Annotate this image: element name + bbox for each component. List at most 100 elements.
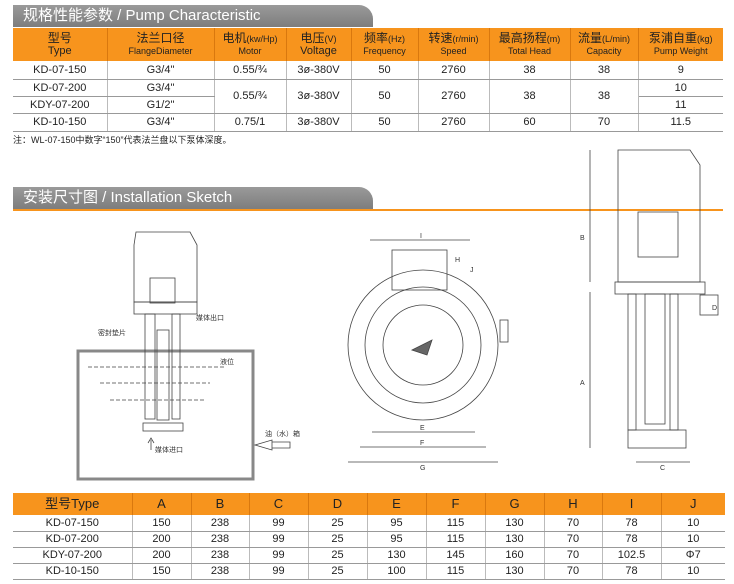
header-speed: 转速(r/min) Speed [418, 28, 490, 61]
cell: 99 [249, 563, 309, 580]
cell: G3/4" [107, 61, 215, 80]
cell: KD-10-150 [13, 563, 133, 580]
cell: 3ø-380V [286, 113, 352, 132]
cell: 99 [249, 547, 309, 564]
cell: 70 [544, 515, 603, 532]
header-f: F [426, 493, 486, 515]
header-h: H [544, 493, 603, 515]
header-g: G [485, 493, 545, 515]
cell: 95 [367, 531, 427, 548]
dimension-table: 型号Type A B C D E F G H I J KD-07-150 150 2… [13, 493, 725, 580]
header-weight: 泵浦自重(kg) Pump Weight [638, 28, 723, 61]
table-row: KD-07-200 200 238 99 25 95 115 130 70 78 10 [13, 531, 725, 548]
cell: 200 [132, 531, 192, 548]
cell: 238 [191, 563, 250, 580]
dim-a: A [580, 380, 585, 387]
cell: 70 [544, 547, 603, 564]
cell: 130 [485, 531, 545, 548]
header-c: C [249, 493, 309, 515]
cell: 115 [426, 563, 486, 580]
header-type: 型号Type [13, 493, 133, 515]
cell: 102.5 [602, 547, 662, 564]
table-row: KDY-07-200 200 238 99 25 130 145 160 70 102.5 Φ7 [13, 547, 725, 564]
table-row: KD-10-150 G3/4" 0.75/1 3ø-380V 50 2760 6… [13, 113, 723, 132]
cell: 238 [191, 515, 250, 532]
section-divider [13, 209, 723, 211]
installation-sketch: 媒体出口 密封垫片 液位 油（水）箱 媒体进口 I J H E F G B A … [76, 149, 719, 481]
dim-e: E [420, 425, 425, 432]
cell: 25 [308, 547, 368, 564]
label-inlet: 媒体进口 [155, 445, 183, 454]
cell: G3/4" [107, 79, 215, 97]
cell: KDY-07-200 [13, 547, 133, 564]
header-motor: 电机(kw/Hp) Motor [214, 28, 287, 61]
header-voltage: 电压(V) Voltage [286, 28, 352, 61]
cell: 50 [351, 79, 419, 114]
cell: 70 [570, 113, 639, 132]
cell: G1/2" [107, 96, 215, 114]
cell: 25 [308, 531, 368, 548]
cell: 78 [602, 563, 662, 580]
cell: 50 [351, 61, 419, 80]
cell: 130 [485, 515, 545, 532]
label-level: 液位 [220, 357, 234, 366]
label-tank: 油（水）箱 [265, 429, 300, 438]
cell: 78 [602, 531, 662, 548]
cell: 238 [191, 547, 250, 564]
cell: G3/4" [107, 113, 215, 132]
cell: 60 [489, 113, 571, 132]
cell: 130 [367, 547, 427, 564]
pump-in-tank-drawing [76, 231, 291, 481]
header-head: 最高扬程(m) Total Head [489, 28, 571, 61]
header-frequency: 频率(Hz) Frequency [351, 28, 419, 61]
dim-i: I [420, 233, 422, 240]
header-flange: 法兰口径 FlangeDiameter [107, 28, 215, 61]
cell: 10 [661, 531, 725, 548]
table-row: KD-07-150 150 238 99 25 95 115 130 70 78 10 [13, 515, 725, 532]
cell: 150 [132, 563, 192, 580]
cell: KDY-07-200 [13, 96, 108, 114]
note-text: 注：WL-07-150中数字“150”代表法兰盘以下泵体深度。 [13, 135, 232, 145]
cell: KD-07-150 [13, 61, 108, 80]
cell: 0.55/¾ [214, 61, 287, 80]
cell: 11 [638, 96, 723, 114]
cell: 38 [570, 79, 639, 114]
cell: 70 [544, 531, 603, 548]
cell: 100 [367, 563, 427, 580]
header-b: B [191, 493, 250, 515]
cell: 130 [485, 563, 545, 580]
cell: 0.75/1 [214, 113, 287, 132]
header-capacity: 流量(L/min) Capacity [570, 28, 639, 61]
pump-side-view-drawing [589, 149, 719, 463]
cell: 95 [367, 515, 427, 532]
cell: 10 [661, 515, 725, 532]
dim-b: B [580, 235, 585, 242]
spec-section-title: 规格性能参数 / Pump Characteristic [13, 5, 373, 27]
dim-header-row: 型号Type A B C D E F G H I J [13, 493, 725, 515]
cell: 38 [489, 61, 571, 80]
table-row: KDY-07-200 G1/2" 11 [13, 96, 723, 114]
cell: 50 [351, 113, 419, 132]
cell: 3ø-380V [286, 61, 352, 80]
cell: 3ø-380V [286, 79, 352, 114]
cell: 38 [570, 61, 639, 80]
header-e: E [367, 493, 427, 515]
cell: 99 [249, 515, 309, 532]
table-row: KD-07-200 G3/4" 0.55/¾ 3ø-380V 50 2760 3… [13, 79, 723, 114]
header-a: A [132, 493, 192, 515]
dim-j: J [470, 267, 474, 274]
cell: KD-07-200 [13, 79, 108, 97]
dim-f: F [420, 440, 424, 447]
install-section-title: 安装尺寸图 / Installation Sketch [13, 187, 373, 209]
cell: 150 [132, 515, 192, 532]
cell: 115 [426, 515, 486, 532]
cell: 160 [485, 547, 545, 564]
cell: Φ7 [661, 547, 725, 564]
cell: KD-10-150 [13, 113, 108, 132]
dim-g: G [420, 465, 425, 472]
cell: 10 [661, 563, 725, 580]
dim-c: C [660, 465, 665, 472]
cell: 38 [489, 79, 571, 114]
cell: 145 [426, 547, 486, 564]
